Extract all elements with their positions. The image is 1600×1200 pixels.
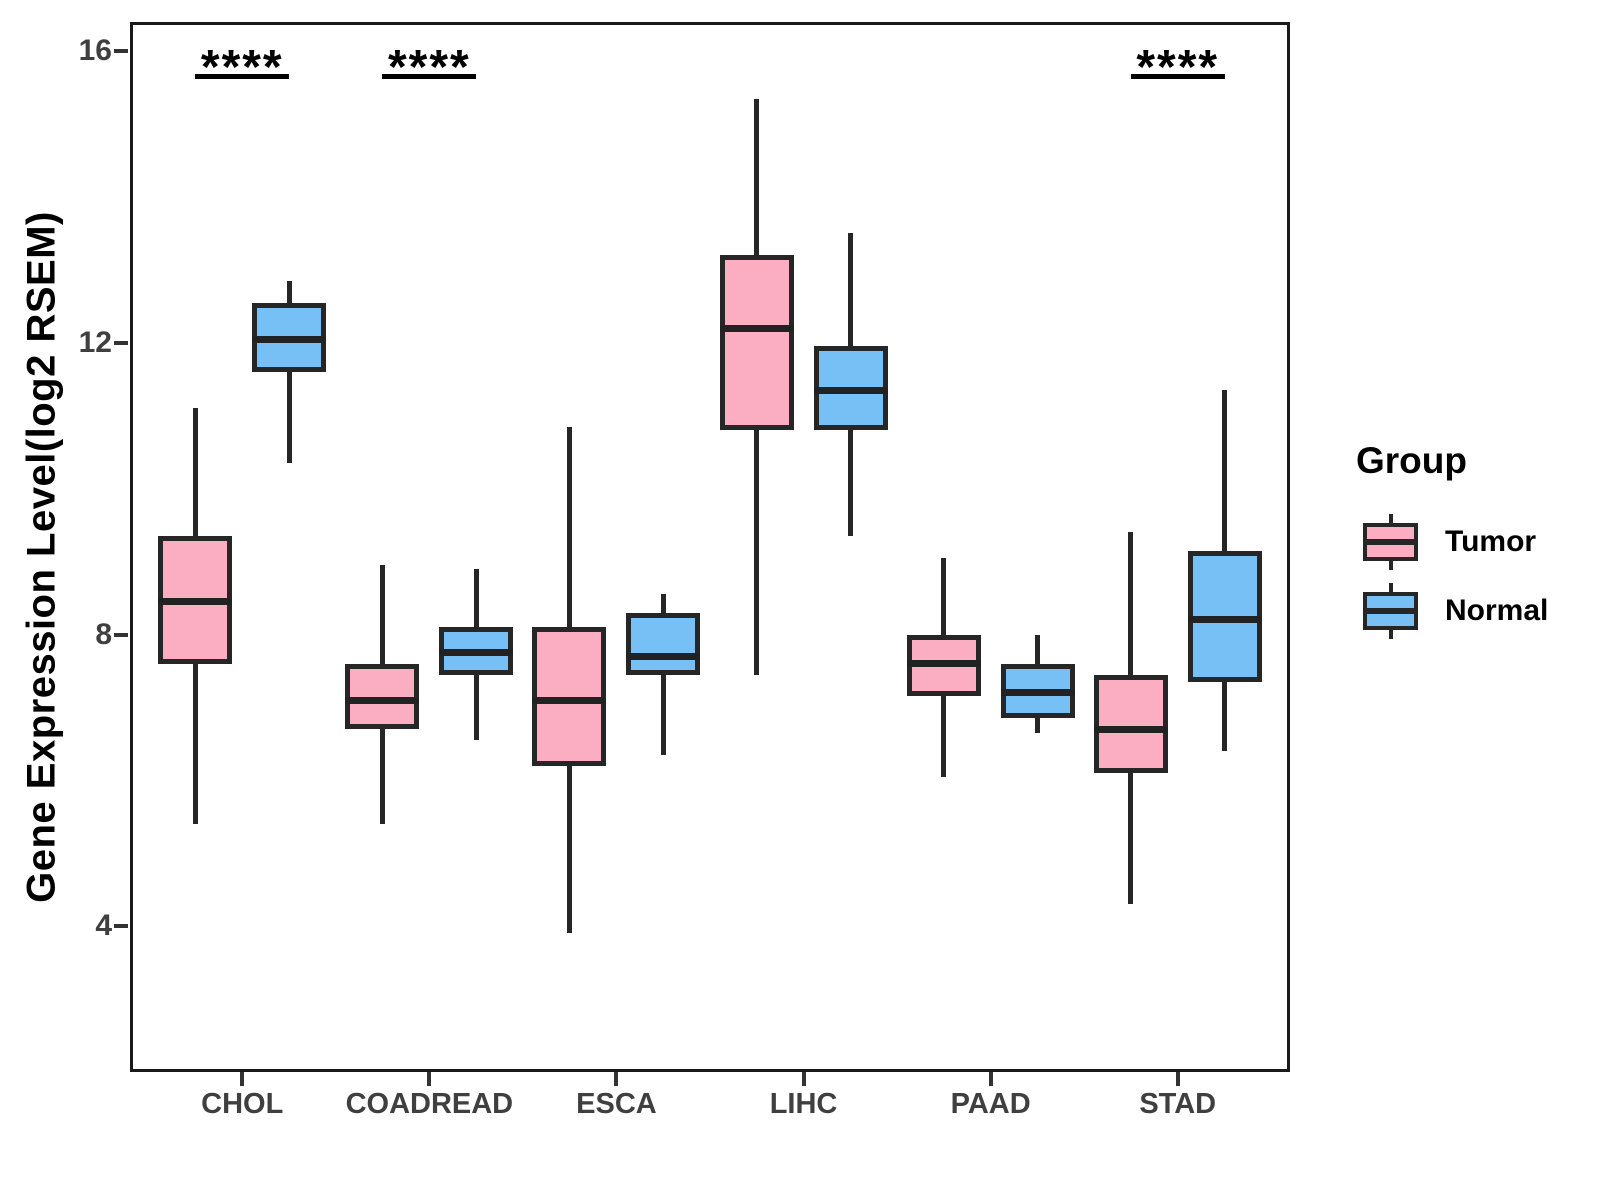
x-axis-tick xyxy=(427,1072,432,1086)
median-PAAD-normal xyxy=(1000,689,1075,697)
legend-item-normal: Normal xyxy=(1330,581,1600,641)
whisker-CHOL-normal xyxy=(286,280,292,464)
median-CHOL-tumor xyxy=(158,598,233,606)
significance-bar-STAD xyxy=(1130,74,1225,79)
legend-label-tumor: Tumor xyxy=(1445,525,1537,558)
key-median xyxy=(1363,539,1418,545)
y-axis-tick-label: 4 xyxy=(95,909,112,943)
significance-bar-CHOL xyxy=(195,74,290,79)
y-axis-tick xyxy=(114,632,128,637)
box-LIHC-tumor xyxy=(719,255,794,431)
legend-label-normal: Normal xyxy=(1445,594,1549,627)
x-axis-label: STAD xyxy=(1139,1088,1217,1120)
median-LIHC-tumor xyxy=(719,324,794,332)
x-axis-label: ESCA xyxy=(576,1088,657,1120)
x-axis-label: COADREAD xyxy=(345,1088,514,1120)
median-STAD-normal xyxy=(1187,616,1262,624)
median-COADREAD-tumor xyxy=(345,696,420,704)
significance-stars-COADREAD: **** xyxy=(387,41,471,94)
y-axis-tick-label: 16 xyxy=(78,34,112,68)
median-COADREAD-normal xyxy=(439,649,514,657)
box-STAD-normal xyxy=(1187,550,1262,682)
legend-title: Group xyxy=(1356,440,1467,481)
whisker-ESCA-normal xyxy=(660,594,666,755)
median-ESCA-tumor xyxy=(532,696,607,704)
box-COADREAD-tumor xyxy=(345,663,420,730)
median-STAD-tumor xyxy=(1093,725,1168,733)
y-axis-tick-label: 12 xyxy=(78,325,112,359)
y-axis-tick-label: 8 xyxy=(95,617,112,651)
legend-item-tumor: Tumor xyxy=(1330,512,1600,572)
y-axis-tick xyxy=(114,340,128,345)
x-axis-label: PAAD xyxy=(950,1088,1031,1120)
tumor-boxplot-key-icon xyxy=(1363,514,1418,570)
box-STAD-tumor xyxy=(1093,674,1168,774)
box-ESCA-normal xyxy=(626,612,701,675)
median-CHOL-normal xyxy=(252,335,327,343)
significance-bar-COADREAD xyxy=(382,74,477,79)
median-PAAD-tumor xyxy=(906,660,981,668)
significance-stars-STAD: **** xyxy=(1136,41,1220,94)
x-axis-tick xyxy=(614,1072,619,1086)
x-axis-tick xyxy=(1175,1072,1180,1086)
normal-boxplot-key-icon xyxy=(1363,583,1418,639)
x-axis-label: CHOL xyxy=(201,1088,284,1120)
box-ESCA-tumor xyxy=(532,627,607,766)
significance-stars-CHOL: **** xyxy=(200,41,284,94)
x-axis-label: LIHC xyxy=(769,1088,838,1120)
x-axis-tick xyxy=(801,1072,806,1086)
legend: Group Tumor Normal xyxy=(1330,440,1600,660)
y-axis-tick xyxy=(114,924,128,929)
plot-panel xyxy=(130,22,1290,1072)
x-axis-tick xyxy=(988,1072,993,1086)
median-ESCA-normal xyxy=(626,652,701,660)
y-axis-tick xyxy=(114,49,128,54)
x-axis-tick xyxy=(240,1072,245,1086)
y-axis-title: Gene Expression Level(log2 RSEM) xyxy=(19,211,64,903)
key-median xyxy=(1363,608,1418,614)
median-LIHC-normal xyxy=(813,386,888,394)
